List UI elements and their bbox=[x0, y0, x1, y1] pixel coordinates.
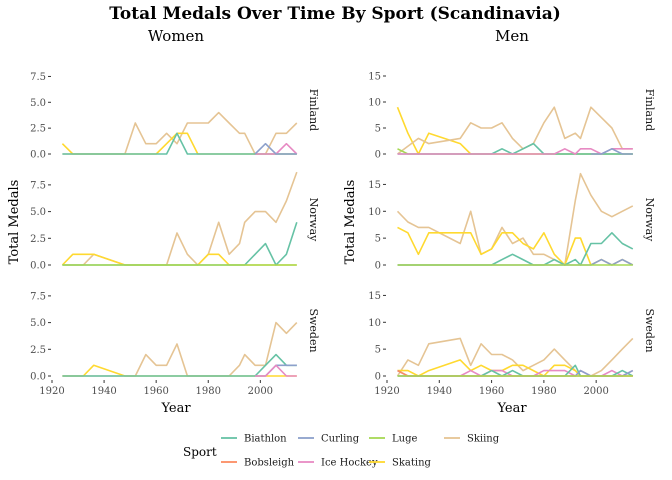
panel-men-finland: 0 5 10 15 Finland bbox=[368, 72, 656, 161]
legend-item-skating: Skating bbox=[369, 458, 432, 469]
series-line-ice-hockey bbox=[255, 364, 297, 377]
legend-item-bobsleigh: Bobsleigh bbox=[221, 458, 295, 469]
strip-label-norway: Norway bbox=[307, 198, 320, 242]
y-tick-label: 7.5 bbox=[30, 291, 46, 302]
legend-label-skiing: Skiing bbox=[467, 434, 500, 445]
x-tick-label: 1920 bbox=[374, 386, 399, 397]
legend-label-ice-hockey: Ice Hockey bbox=[321, 458, 378, 469]
y-tick-label: 10 bbox=[368, 98, 381, 109]
y-tick-label: 2.5 bbox=[30, 345, 46, 356]
y-axis-label-women: Total Medals bbox=[7, 180, 22, 265]
y-tick-label: 0.0 bbox=[30, 150, 46, 161]
series-line-skating bbox=[61, 253, 297, 266]
series-line-biathlon bbox=[397, 142, 633, 155]
x-tick-label: 1980 bbox=[196, 386, 221, 397]
series-line-biathlon bbox=[62, 222, 298, 266]
x-tick-label: 1960 bbox=[143, 386, 168, 397]
series-line-skiing bbox=[396, 337, 634, 377]
series-line-skating bbox=[62, 364, 297, 377]
y-tick-label: 10 bbox=[368, 207, 381, 218]
y-tick-label: 5.0 bbox=[30, 207, 46, 218]
series-line-skating bbox=[61, 132, 297, 155]
y-tick-label: 0 bbox=[375, 150, 381, 161]
y-tick-label: 10 bbox=[368, 318, 381, 329]
x-axis-label-men: Year bbox=[496, 401, 527, 416]
series-line-curling bbox=[254, 142, 297, 155]
strip-label-sweden: Sweden bbox=[307, 308, 320, 352]
series-line-biathlon bbox=[397, 232, 634, 266]
y-tick-label: 2.5 bbox=[30, 124, 46, 135]
y-tick-label: 15 bbox=[368, 72, 381, 83]
legend-item-ice-hockey: Ice Hockey bbox=[298, 458, 378, 469]
y-tick-label: 5.0 bbox=[30, 98, 46, 109]
y-tick-label: 5 bbox=[375, 124, 381, 135]
series-line-skiing bbox=[62, 171, 298, 266]
legend-item-skiing: Skiing bbox=[444, 434, 500, 445]
x-axis-label-women: Year bbox=[160, 401, 191, 416]
y-tick-label: 15 bbox=[368, 180, 381, 191]
legend-item-biathlon: Biathlon bbox=[221, 434, 287, 445]
y-tick-label: 5.0 bbox=[30, 318, 46, 329]
legend-label-biathlon: Biathlon bbox=[244, 434, 287, 445]
x-tick-label: 2000 bbox=[248, 386, 273, 397]
series-line-biathlon bbox=[62, 132, 297, 155]
y-tick-label: 0.0 bbox=[30, 372, 46, 383]
y-tick-label: 0 bbox=[375, 261, 381, 272]
legend-label-luge: Luge bbox=[392, 434, 417, 445]
y-tick-label: 5 bbox=[375, 345, 381, 356]
x-tick-label: 1940 bbox=[91, 386, 116, 397]
x-tick-label: 1940 bbox=[427, 386, 452, 397]
panel-men-norway: 0 5 10 15 Norway bbox=[368, 172, 656, 272]
series-line-curling bbox=[590, 148, 633, 155]
strip-label-finland: Finland bbox=[307, 89, 320, 131]
series-line-ice-hockey bbox=[397, 148, 633, 155]
legend-title: Sport bbox=[183, 445, 217, 459]
series-line-skiing bbox=[62, 321, 298, 377]
series-line-skating bbox=[397, 359, 633, 377]
series-line-curling bbox=[397, 258, 634, 266]
panel-women-sweden: 0.0 2.5 5.0 7.5 1920 1940 1960 1980 2000 Sweden bbox=[30, 291, 320, 397]
chart-title: Total Medals Over Time By Sport (Scandin… bbox=[109, 4, 561, 24]
x-tick-label: 2000 bbox=[583, 386, 608, 397]
y-tick-label: 0 bbox=[375, 372, 381, 383]
series-line-skiing bbox=[396, 172, 634, 266]
legend-label-curling: Curling bbox=[321, 434, 360, 445]
plot-area: 0.02.55.07.5Finland0.02.55.07.5Norway0.0… bbox=[30, 72, 656, 398]
x-tick-label: 1960 bbox=[479, 386, 504, 397]
y-tick-label: 5 bbox=[375, 234, 381, 245]
column-label-men: Men bbox=[495, 27, 529, 45]
legend: Biathlon Bobsleigh Curling Ice Hockey Luge Sk… bbox=[221, 434, 500, 469]
legend-label-bobsleigh: Bobsleigh bbox=[244, 458, 295, 469]
strip-label-finland: Finland bbox=[643, 89, 656, 131]
x-tick-label: 1980 bbox=[531, 386, 556, 397]
legend-item-luge: Luge bbox=[369, 434, 417, 445]
y-tick-label: 0.0 bbox=[30, 261, 46, 272]
strip-label-sweden: Sweden bbox=[643, 308, 656, 352]
series-line-skiing bbox=[397, 106, 633, 155]
y-tick-label: 7.5 bbox=[30, 72, 46, 83]
strip-label-norway: Norway bbox=[643, 198, 656, 242]
panel-women-finland: 0.0 2.5 5.0 7.5 Finland bbox=[30, 72, 320, 161]
y-tick-label: 2.5 bbox=[30, 234, 46, 245]
panel-men-sweden: 0 5 10 15 1920 1940 1960 1980 2000 Sweden bbox=[368, 291, 656, 397]
y-axis-label-men: Total Medals bbox=[343, 180, 358, 265]
column-label-women: Women bbox=[148, 27, 205, 45]
y-tick-label: 7.5 bbox=[30, 180, 46, 191]
y-tick-label: 15 bbox=[368, 291, 381, 302]
panel-women-norway: 0.0 2.5 5.0 7.5 Norway bbox=[30, 171, 320, 272]
x-tick-label: 1920 bbox=[39, 386, 64, 397]
series-line-skating bbox=[397, 226, 634, 266]
legend-item-curling: Curling bbox=[298, 434, 360, 445]
series-line-biathlon bbox=[397, 364, 634, 377]
legend-label-skating: Skating bbox=[392, 458, 432, 469]
